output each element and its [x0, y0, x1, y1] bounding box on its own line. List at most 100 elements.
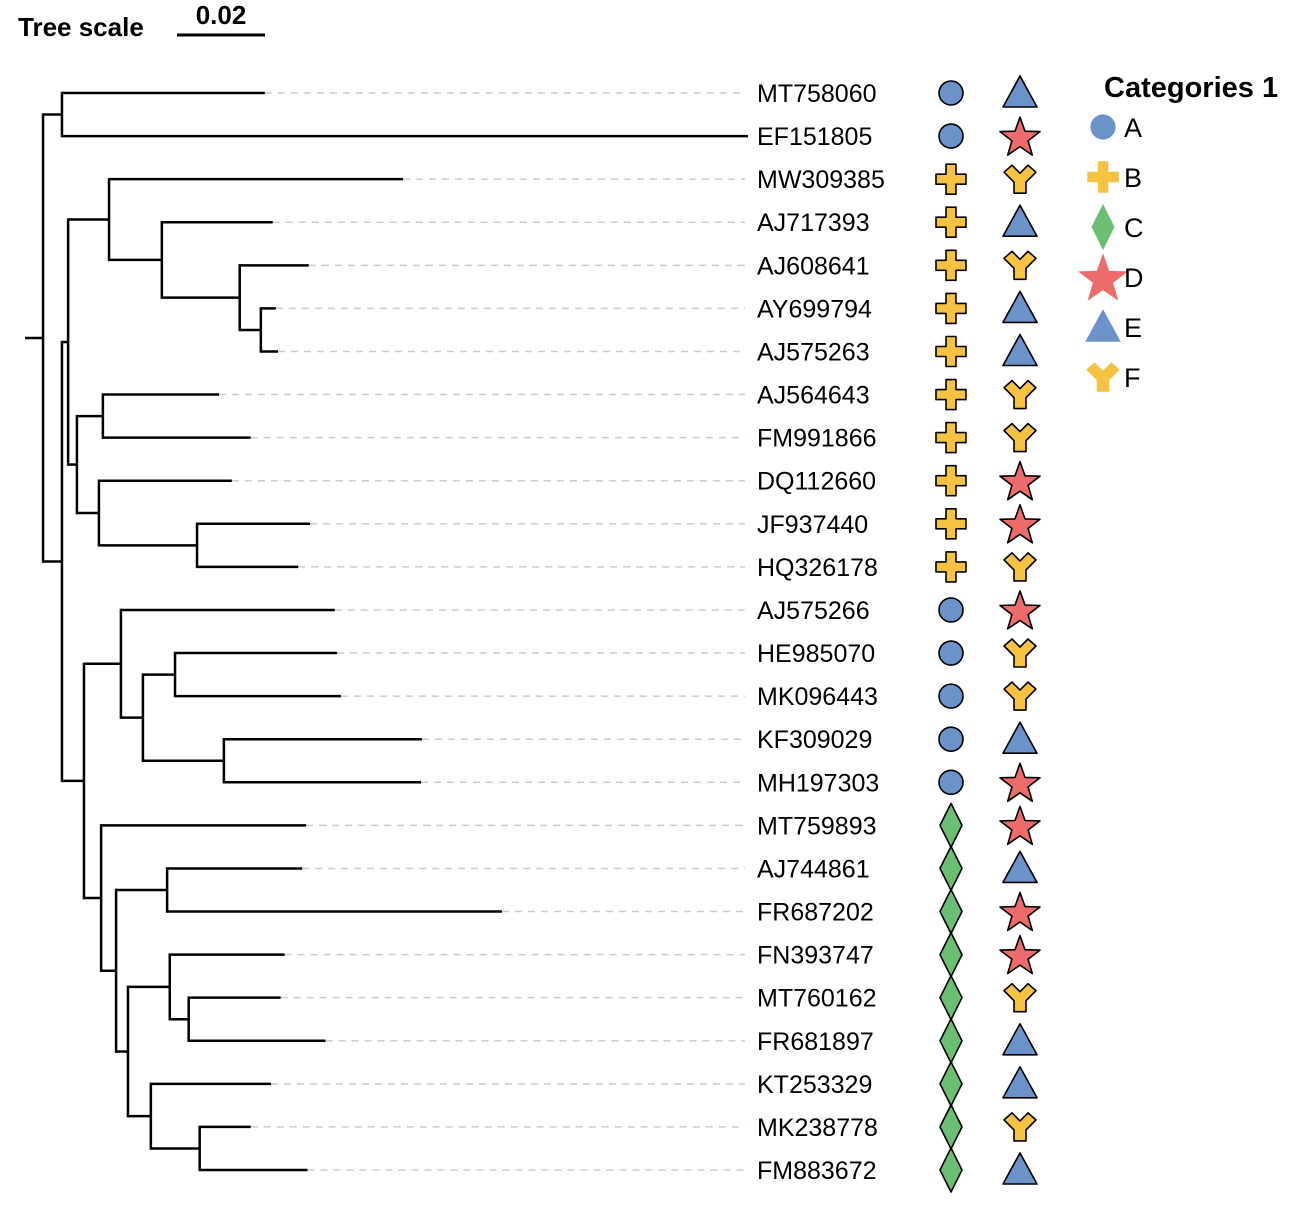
- tip-label: HE985070: [757, 640, 875, 668]
- triangle-icon: [1002, 333, 1038, 367]
- legend-item-label: C: [1124, 213, 1144, 243]
- triangle-icon: [1002, 204, 1038, 237]
- diamond-icon: [939, 802, 963, 849]
- tip-label: FR681897: [757, 1028, 874, 1056]
- legend-item-label: D: [1124, 263, 1144, 293]
- y-shape-icon: [1003, 250, 1037, 281]
- legend-item-label: F: [1124, 363, 1141, 393]
- y-shape-icon: [1003, 982, 1037, 1013]
- cross-icon: [935, 335, 967, 368]
- legend-item-c: C: [1091, 203, 1144, 251]
- tip-label: EF151805: [757, 123, 872, 151]
- circle-icon: [938, 123, 964, 149]
- tip-label: MT759893: [757, 812, 877, 840]
- legend-item-f: F: [1086, 362, 1141, 393]
- triangle-icon: [1002, 1022, 1038, 1056]
- y-shape-icon: [1003, 552, 1037, 582]
- y-shape-icon: [1086, 362, 1120, 392]
- triangle-icon: [1002, 1066, 1038, 1099]
- cross-icon: [935, 507, 967, 540]
- triangle-icon: [1002, 1152, 1038, 1185]
- tree-branches: [25, 91, 748, 1172]
- legend-title: Categories 1: [1104, 72, 1278, 104]
- tip-label: MH197303: [757, 769, 879, 797]
- cross-icon: [1087, 161, 1119, 193]
- tip-label: MK096443: [757, 683, 878, 711]
- legend-item-a: A: [1090, 113, 1142, 143]
- legend-item-e: E: [1085, 309, 1142, 343]
- y-shape-icon: [1003, 638, 1037, 668]
- circle-icon: [938, 769, 964, 796]
- tree-scale-value: 0.02: [196, 0, 247, 30]
- star-icon: [999, 460, 1041, 501]
- legend-item-label: B: [1124, 163, 1142, 193]
- legend-item-label: A: [1124, 113, 1142, 143]
- tip-label: AJ564643: [757, 382, 870, 410]
- diamond-icon: [939, 1061, 963, 1107]
- y-shape-icon: [1003, 422, 1037, 453]
- triangle-icon: [1002, 75, 1038, 108]
- tip-label: AJ575266: [757, 597, 870, 625]
- diamond-icon: [1091, 203, 1115, 251]
- tip-label: HQ326178: [757, 554, 878, 582]
- tip-label: MK238778: [757, 1114, 878, 1142]
- cross-icon: [935, 206, 967, 238]
- diamond-icon: [939, 974, 963, 1021]
- star-icon: [999, 116, 1041, 156]
- tip-guide-lines: [219, 92, 745, 1171]
- tip-label: KT253329: [757, 1071, 872, 1099]
- star-icon: [999, 590, 1041, 630]
- star-icon: [999, 891, 1041, 932]
- tip-label: MT758060: [757, 80, 877, 108]
- tip-label: FN393747: [757, 942, 874, 970]
- triangle-icon: [1002, 721, 1038, 755]
- tip-label: DQ112660: [757, 468, 876, 496]
- tip-label: FM883672: [757, 1157, 877, 1185]
- tip-label: FR687202: [757, 899, 874, 927]
- legend-item-b: B: [1087, 161, 1142, 193]
- cross-icon: [935, 464, 967, 497]
- y-shape-icon: [1003, 1112, 1037, 1142]
- star-icon: [999, 762, 1041, 803]
- y-shape-icon: [1003, 379, 1037, 410]
- category-column-2: [999, 75, 1041, 1185]
- circle-icon: [938, 80, 964, 106]
- tip-label: AJ744861: [757, 855, 870, 883]
- tip-label: AY699794: [757, 295, 872, 323]
- cross-icon: [935, 292, 967, 325]
- tip-labels: MT758060 EF151805 MW309385 AJ717393 AJ608641…: [757, 80, 885, 1185]
- triangle-icon: [1002, 290, 1038, 324]
- cross-icon: [935, 378, 967, 411]
- star-icon: [999, 934, 1041, 975]
- triangle-icon: [1085, 309, 1121, 342]
- y-shape-icon: [1003, 681, 1037, 711]
- cross-icon: [935, 163, 967, 195]
- star-icon: [999, 805, 1041, 846]
- diamond-icon: [939, 1104, 963, 1150]
- circle-icon: [938, 726, 964, 753]
- y-shape-icon: [1003, 164, 1037, 194]
- cross-icon: [935, 551, 967, 583]
- diamond-icon: [939, 1147, 963, 1193]
- cross-icon: [935, 249, 967, 282]
- tip-label: MW309385: [757, 166, 885, 194]
- tip-label: KF309029: [757, 726, 872, 754]
- triangle-icon: [1002, 850, 1038, 884]
- legend-item-d: D: [1078, 253, 1144, 301]
- tip-label: JF937440: [757, 511, 868, 539]
- star-icon: [1078, 253, 1128, 301]
- star-icon: [999, 503, 1041, 544]
- tip-label: AJ575263: [757, 338, 870, 366]
- cross-icon: [935, 421, 967, 454]
- tree-scale-label: Tree scale: [18, 12, 144, 42]
- tip-label: MT760162: [757, 985, 877, 1013]
- circle-icon: [938, 640, 964, 666]
- tip-label: FM991866: [757, 425, 877, 453]
- diamond-icon: [939, 931, 963, 978]
- category-column-1: [935, 80, 967, 1193]
- circle-icon: [938, 597, 964, 623]
- circle-icon: [938, 683, 964, 709]
- circle-icon: [1090, 114, 1116, 140]
